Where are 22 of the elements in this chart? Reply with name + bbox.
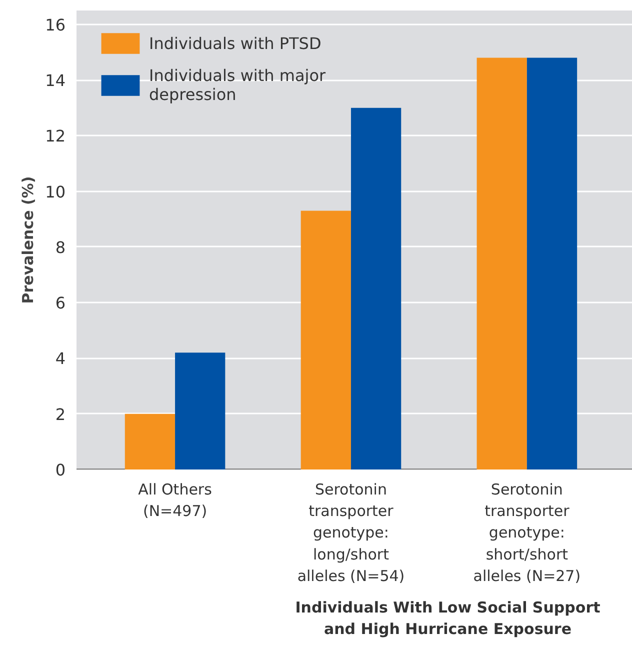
x-tick-label: All Others (N=497) [138,480,212,520]
bar [476,58,527,470]
bar [350,108,402,470]
bar [300,210,351,470]
bar [526,58,578,470]
x-axis-title: Individuals With Low Social Support and High Hurricane Exposure [295,598,600,638]
legend-label: Individuals with PTSD [149,34,322,52]
legend-label: Individuals with major depression [149,66,326,104]
y-tick-label: 10 [45,182,66,202]
y-tick-label: 14 [45,71,66,90]
bar [175,352,226,470]
y-tick-label: 4 [55,349,66,368]
y-tick-label: 12 [45,126,66,146]
y-tick-label: 16 [45,15,66,34]
y-tick-label: 0 [55,460,66,480]
x-tick-label: Serotonin transporter genotype: long/short alleles (N=54) [297,480,405,585]
y-tick-label: 2 [55,404,66,424]
y-tick-label: 8 [55,238,66,257]
bar [124,414,176,470]
y-tick-label: 6 [55,294,66,313]
y-axis-title: Prevalence (%) [19,176,38,304]
x-tick-label: Serotonin transporter genotype: short/short alleles (N=27) [473,480,581,585]
